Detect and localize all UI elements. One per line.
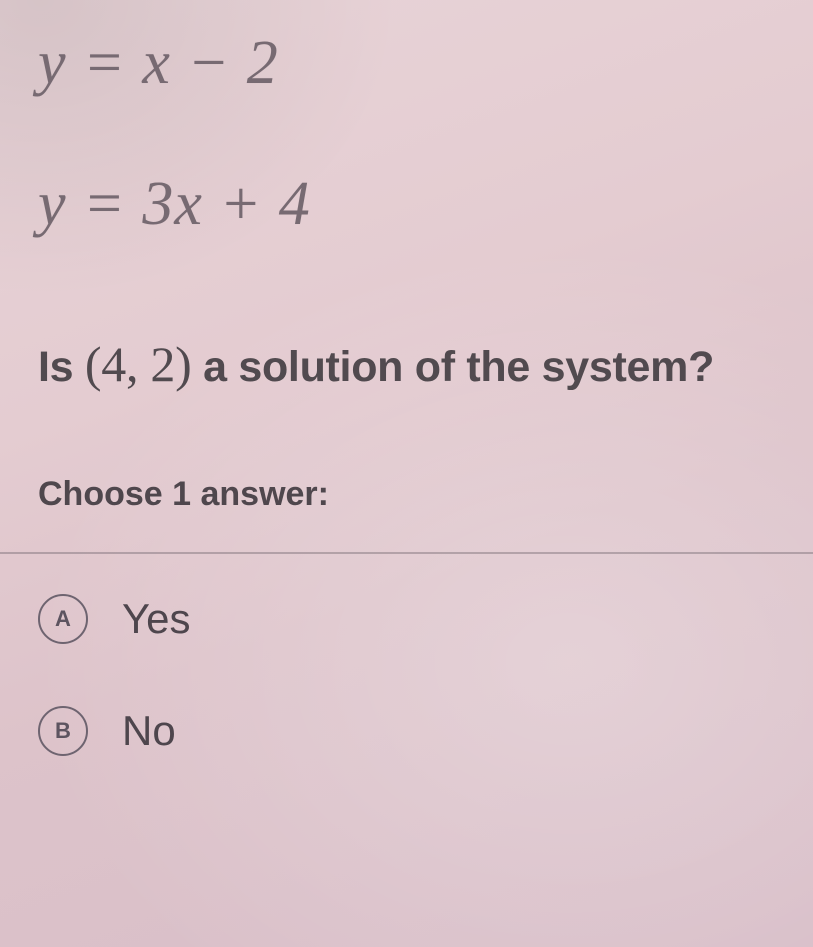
options-divider: [0, 552, 813, 554]
choose-one-answer-label: Choose 1 answer:: [38, 475, 785, 514]
equation-1: y = x − 2: [38, 28, 785, 99]
option-b-label: No: [122, 707, 176, 755]
question-point: (4, 2): [85, 336, 192, 392]
answer-options: A Yes B No: [38, 552, 785, 756]
option-b[interactable]: B No: [38, 706, 785, 756]
equation-2: y = 3x + 4: [38, 169, 785, 240]
option-a-letter: A: [55, 606, 71, 632]
option-a-label: Yes: [122, 595, 191, 643]
question-suffix: a solution of the system?: [191, 343, 714, 391]
option-b-letter: B: [55, 718, 71, 744]
question-prefix: Is: [38, 343, 85, 391]
option-a[interactable]: A Yes: [38, 594, 785, 644]
option-b-badge: B: [38, 706, 88, 756]
question-text: Is (4, 2) a solution of the system?: [38, 335, 785, 393]
option-a-badge: A: [38, 594, 88, 644]
